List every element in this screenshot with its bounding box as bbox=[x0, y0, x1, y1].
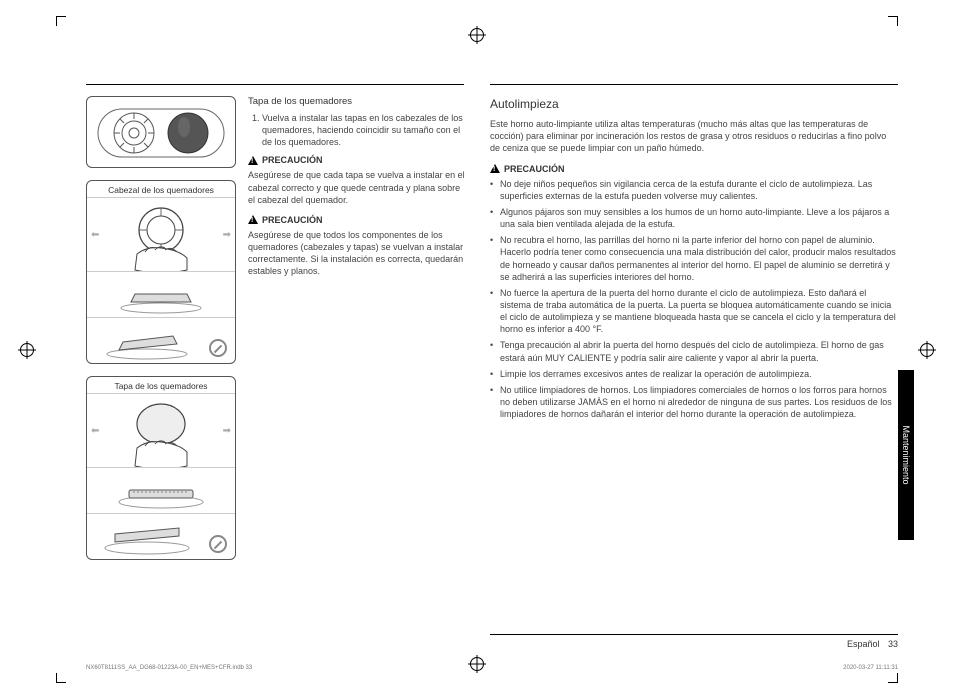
caution-item: No deje niños pequeños sin vigilancia ce… bbox=[490, 178, 898, 202]
caution-heading: PRECAUCIÓN bbox=[490, 163, 898, 175]
hand-holding-cap-svg bbox=[87, 394, 235, 468]
hand-holding-head-svg bbox=[87, 198, 235, 272]
caution-item: Tenga precaución al abrir la puerta del … bbox=[490, 339, 898, 363]
section-tab: Mantenimiento bbox=[898, 370, 914, 540]
step-item: Vuelva a instalar las tapas en los cabez… bbox=[262, 112, 466, 148]
intro-paragraph: Este horno auto-limpiante utiliza altas … bbox=[490, 118, 898, 154]
left-column: Cabezal de los quemadores ⬅ ➡ bbox=[86, 96, 466, 572]
rule-line bbox=[490, 84, 898, 85]
burner-caps-svg bbox=[96, 103, 226, 163]
crop-mark bbox=[56, 673, 66, 683]
manual-page: Cabezal de los quemadores ⬅ ➡ bbox=[0, 0, 954, 699]
section-tab-label: Mantenimiento bbox=[901, 425, 911, 484]
cap-side-ok-svg bbox=[87, 468, 235, 514]
caution-heading: PRECAUCIÓN bbox=[248, 214, 466, 226]
rule-line bbox=[86, 84, 464, 85]
figure-burner-caps-top bbox=[86, 96, 236, 168]
arrow-right-icon: ➡ bbox=[223, 425, 231, 436]
caution-body: Asegúrese de que todos los componentes d… bbox=[248, 229, 466, 278]
subheading: Tapa de los quemadores bbox=[248, 96, 466, 109]
section-heading: Autolimpieza bbox=[490, 96, 898, 112]
caution-heading: PRECAUCIÓN bbox=[248, 154, 466, 166]
registration-mark-icon bbox=[470, 28, 484, 42]
prohibited-icon bbox=[209, 535, 227, 553]
caution-label: PRECAUCIÓN bbox=[504, 163, 565, 175]
caution-item: No fuerce la apertura de la puerta del h… bbox=[490, 287, 898, 336]
caution-body: Asegúrese de que cada tapa se vuelva a i… bbox=[248, 169, 466, 205]
crop-mark bbox=[888, 673, 898, 683]
warning-triangle-icon bbox=[490, 164, 500, 173]
crop-mark bbox=[888, 16, 898, 26]
figure-label: Tapa de los quemadores bbox=[87, 377, 235, 393]
registration-mark-icon bbox=[920, 343, 934, 357]
figure-burner-cap: Tapa de los quemadores ⬅ ➡ bbox=[86, 376, 236, 560]
registration-mark-icon bbox=[20, 343, 34, 357]
page-number: 33 bbox=[888, 639, 898, 649]
footer-language: Español bbox=[847, 639, 880, 649]
figure-label: Cabezal de los quemadores bbox=[87, 181, 235, 197]
head-side-ok-svg bbox=[87, 272, 235, 318]
registration-mark-icon bbox=[470, 657, 484, 671]
caution-item: No recubra el horno, las parrillas del h… bbox=[490, 234, 898, 283]
caution-item: Limpie los derrames excesivos antes de r… bbox=[490, 368, 898, 380]
caution-label: PRECAUCIÓN bbox=[262, 154, 323, 166]
warning-triangle-icon bbox=[248, 156, 258, 165]
print-meta-left: NX60T8111SS_AA_DG68-01223A-00_EN+MES+CFR… bbox=[86, 665, 252, 671]
caution-item: Algunos pájaros son muy sensibles a los … bbox=[490, 206, 898, 230]
footer: Español 33 bbox=[847, 639, 898, 649]
crop-mark bbox=[56, 16, 66, 26]
figure-burner-head: Cabezal de los quemadores ⬅ ➡ bbox=[86, 180, 236, 364]
figure-stack: Cabezal de los quemadores ⬅ ➡ bbox=[86, 96, 236, 572]
right-column: Autolimpieza Este horno auto-limpiante u… bbox=[490, 96, 898, 572]
warning-triangle-icon bbox=[248, 215, 258, 224]
left-text-block: Tapa de los quemadores Vuelva a instalar… bbox=[248, 96, 466, 572]
arrow-right-icon: ➡ bbox=[223, 229, 231, 240]
step-list: Vuelva a instalar las tapas en los cabez… bbox=[248, 112, 466, 148]
print-meta-right: 2020-03-27 11:11:31 bbox=[843, 665, 898, 671]
arrow-left-icon: ⬅ bbox=[91, 229, 99, 240]
caution-item: No utilice limpiadores de hornos. Los li… bbox=[490, 384, 898, 420]
footer-rule bbox=[490, 634, 898, 635]
caution-list: No deje niños pequeños sin vigilancia ce… bbox=[490, 178, 898, 421]
content-columns: Cabezal de los quemadores ⬅ ➡ bbox=[86, 96, 898, 572]
arrow-left-icon: ⬅ bbox=[91, 425, 99, 436]
prohibited-icon bbox=[209, 339, 227, 357]
caution-label: PRECAUCIÓN bbox=[262, 214, 323, 226]
